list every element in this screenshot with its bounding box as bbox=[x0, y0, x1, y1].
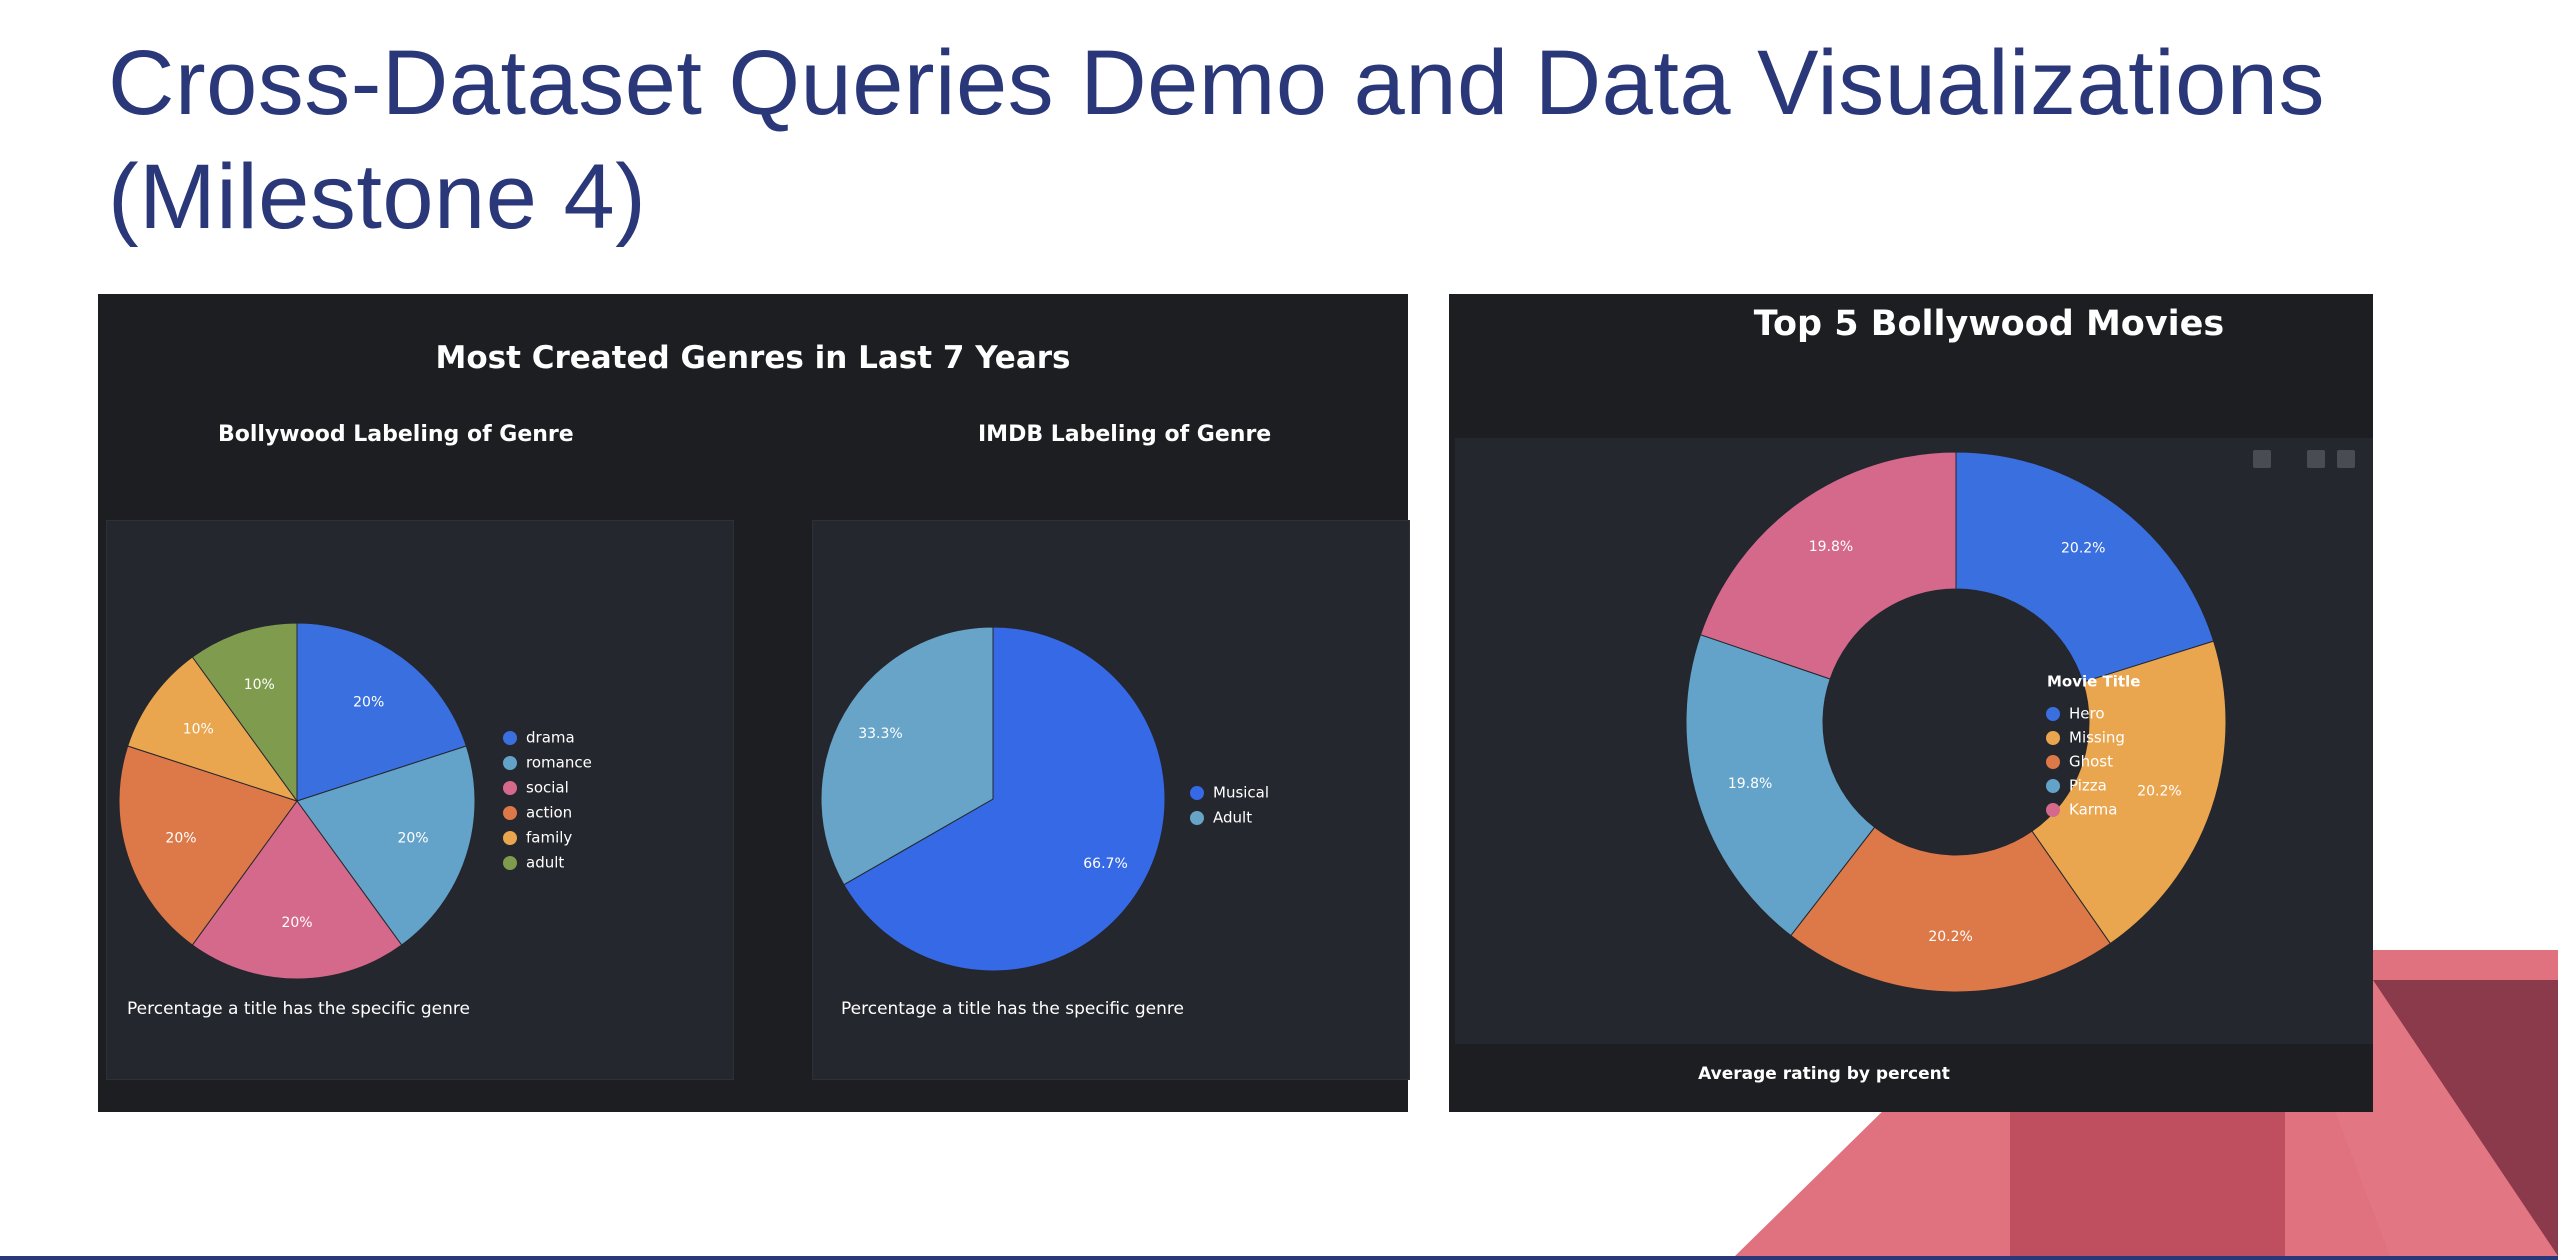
bollywood-pie-legend-swatch-action[interactable] bbox=[503, 806, 517, 820]
imdb-pie-slice-adult[interactable] bbox=[820, 626, 994, 886]
bollywood-pie-legend-label-drama[interactable]: drama bbox=[526, 729, 575, 747]
bollywood-pie-slice-romance[interactable] bbox=[296, 745, 476, 946]
bollywood-pie-data-label-social: 20% bbox=[281, 915, 312, 931]
imdb-chart-title: IMDB Labeling of Genre bbox=[978, 422, 1272, 447]
movies-donut-legend-label-missing[interactable]: Missing bbox=[2069, 729, 2125, 747]
movies-donut-chart: 20.2% 20.2% 20.2% 19.8% 19.8% Movie Title Hero… bbox=[1685, 451, 2227, 993]
bollywood-pie-legend-swatch-drama[interactable] bbox=[503, 731, 517, 745]
chart-toolbar-button-3[interactable] bbox=[2337, 450, 2355, 468]
bollywood-pie-legend-label-action[interactable]: action bbox=[526, 804, 572, 822]
movies-donut-legend-swatch-ghost[interactable] bbox=[2046, 755, 2060, 769]
movies-donut-data-label-ghost: 20.2% bbox=[1928, 929, 1972, 945]
movies-donut-legend-swatch-missing[interactable] bbox=[2046, 731, 2060, 745]
movies-donut-legend-label-karma[interactable]: Karma bbox=[2069, 801, 2117, 819]
bollywood-pie-data-label-romance: 20% bbox=[397, 831, 428, 847]
movies-donut-caption: Average rating by percent bbox=[1698, 1064, 1950, 1084]
bollywood-pie-caption: Percentage a title has the specific genr… bbox=[127, 999, 470, 1019]
movies-donut-legend-swatch-pizza[interactable] bbox=[2046, 779, 2060, 793]
bollywood-pie-data-label-action: 20% bbox=[165, 831, 196, 847]
movies-donut-data-label-missing: 20.2% bbox=[2137, 784, 2181, 800]
movies-donut-legend-label-pizza[interactable]: Pizza bbox=[2069, 777, 2107, 795]
bollywood-pie-slice-family[interactable] bbox=[127, 656, 299, 802]
movies-donut-data-label-pizza: 19.8% bbox=[1728, 776, 1772, 792]
bollywood-pie-legend-label-social[interactable]: social bbox=[526, 779, 569, 797]
imdb-pie-legend-label-adult[interactable]: Adult bbox=[1213, 809, 1252, 827]
bollywood-pie-legend-label-adult[interactable]: adult bbox=[526, 854, 564, 872]
imdb-pie-card: 66.7% 33.3% Musical Adult Percentage a titl… bbox=[812, 520, 1410, 1080]
bollywood-pie-legend-swatch-social[interactable] bbox=[503, 781, 517, 795]
bollywood-pie-slice-adult[interactable] bbox=[191, 622, 298, 803]
movies-donut-slice-ghost[interactable] bbox=[1790, 826, 2111, 993]
chart-toolbar-button-1[interactable] bbox=[2253, 450, 2271, 468]
bollywood-pie-legend-label-romance[interactable]: romance bbox=[526, 754, 592, 772]
slide-title-line-2: (Milestone 4) bbox=[108, 146, 647, 248]
movies-donut-legend-swatch-karma[interactable] bbox=[2046, 803, 2060, 817]
movies-donut-legend-swatch-hero[interactable] bbox=[2046, 707, 2060, 721]
bollywood-pie-legend-swatch-family[interactable] bbox=[503, 831, 517, 845]
bollywood-chart-title: Bollywood Labeling of Genre bbox=[218, 422, 574, 447]
movies-donut-legend-title: Movie Title bbox=[2047, 673, 2140, 691]
bollywood-pie-data-label-family: 10% bbox=[183, 721, 214, 737]
movies-donut-data-label-hero: 20.2% bbox=[2061, 541, 2105, 557]
imdb-pie-slice-musical[interactable] bbox=[843, 626, 1166, 972]
deco-maroon-triangle bbox=[2373, 980, 2558, 1256]
bollywood-pie-data-label-drama: 20% bbox=[353, 694, 384, 710]
bollywood-pie-slice-action[interactable] bbox=[118, 745, 298, 946]
bollywood-pie-slice-social[interactable] bbox=[191, 800, 403, 980]
movies-donut-legend-label-ghost[interactable]: Ghost bbox=[2069, 753, 2113, 771]
bollywood-pie-legend-swatch-romance[interactable] bbox=[503, 756, 517, 770]
genre-dashboard-panel: Most Created Genres in Last 7 Years Boll… bbox=[98, 294, 1410, 1112]
imdb-pie-legend-swatch-musical[interactable] bbox=[1190, 786, 1204, 800]
imdb-pie-chart: 66.7% 33.3% Musical Adult bbox=[820, 626, 1269, 972]
movies-donut-slice-pizza[interactable] bbox=[1685, 634, 1876, 937]
genre-dashboard-title: Most Created Genres in Last 7 Years bbox=[435, 340, 1071, 376]
movies-dashboard-panel: Top 5 Bollywood Movies 20.2% 20.2% 20.2% 19… bbox=[1449, 294, 2373, 1112]
movies-donut-slice-karma[interactable] bbox=[1699, 451, 1957, 680]
bollywood-pie-slice-drama[interactable] bbox=[296, 622, 467, 802]
slide-title: Cross-Dataset Queries Demo and Data Visu… bbox=[108, 26, 2408, 254]
imdb-pie-data-label-adult: 33.3% bbox=[858, 726, 902, 742]
imdb-pie-data-label-musical: 66.7% bbox=[1083, 856, 1127, 872]
slide-title-line-1: Cross-Dataset Queries Demo and Data Visu… bbox=[108, 32, 2325, 134]
imdb-pie-legend-label-musical[interactable]: Musical bbox=[1213, 784, 1269, 802]
bollywood-pie-legend-label-family[interactable]: family bbox=[526, 829, 572, 847]
movies-donut-slice-missing[interactable] bbox=[2031, 640, 2227, 945]
bottom-bar bbox=[0, 1256, 2558, 1260]
imdb-pie-legend-swatch-adult[interactable] bbox=[1190, 811, 1204, 825]
bollywood-pie-data-label-adult: 10% bbox=[244, 677, 275, 693]
movies-donut-slice-hero[interactable] bbox=[1955, 451, 2215, 683]
bollywood-pie-chart: 20% 20% 20% 20% 10% 10% drama romance social acti… bbox=[118, 622, 592, 980]
movies-donut-data-label-karma: 19.8% bbox=[1809, 539, 1853, 555]
movies-dashboard-title: Top 5 Bollywood Movies bbox=[1753, 304, 2225, 344]
bollywood-pie-card: 20% 20% 20% 20% 10% 10% drama romance social acti… bbox=[106, 520, 734, 1080]
imdb-pie-caption: Percentage a title has the specific genr… bbox=[841, 999, 1184, 1019]
movies-donut-card: 20.2% 20.2% 20.2% 19.8% 19.8% Movie Title Hero… bbox=[1455, 438, 2373, 1044]
chart-toolbar-button-2[interactable] bbox=[2307, 450, 2325, 468]
movies-donut-legend-label-hero[interactable]: Hero bbox=[2069, 705, 2105, 723]
bollywood-pie-legend-swatch-adult[interactable] bbox=[503, 856, 517, 870]
